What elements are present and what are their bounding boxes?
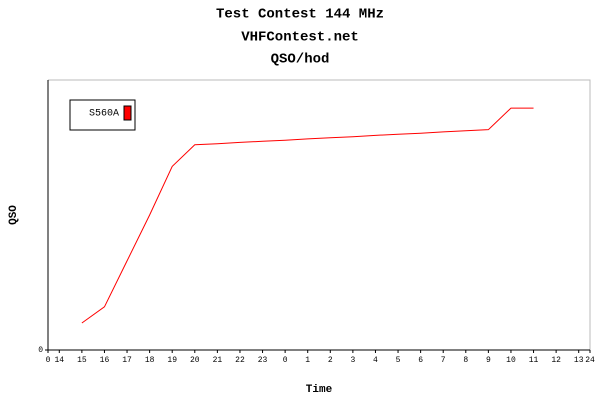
x-tick-label: 8 (463, 356, 468, 365)
x-tick-label: 6 (418, 356, 423, 365)
x-tick-label: 23 (258, 356, 268, 365)
x-tick-label: 1 (305, 356, 310, 365)
x-tick-label: 22 (235, 356, 245, 365)
x-tick-label: 7 (441, 356, 446, 365)
x-tick-label: 24 (585, 356, 595, 365)
x-tick-label: 3 (350, 356, 355, 365)
x-tick-label: 15 (77, 356, 87, 365)
x-tick-label: 5 (396, 356, 401, 365)
legend-swatch (123, 105, 132, 121)
x-tick-label: 2 (328, 356, 333, 365)
x-tick-label: 21 (213, 356, 223, 365)
x-axis-label: Time (306, 384, 333, 396)
x-tick-label: 20 (190, 356, 200, 365)
x-tick-label: 0 (46, 356, 51, 365)
x-tick-label: 10 (506, 356, 516, 365)
y-tick-label: 0 (38, 346, 43, 355)
y-axis-label: QSO (8, 205, 20, 225)
x-tick-label: 14 (54, 356, 64, 365)
legend-label: S560A (89, 109, 119, 120)
x-tick-label: 11 (529, 356, 539, 365)
x-tick-label: 4 (373, 356, 378, 365)
chart-subtitle: VHFContest.net (241, 30, 359, 46)
x-tick-label: 17 (122, 356, 132, 365)
chart-title: Test Contest 144 MHz (216, 7, 384, 23)
x-tick-label: 9 (486, 356, 491, 365)
x-tick-label: 19 (167, 356, 177, 365)
x-tick-label: 13 (574, 356, 584, 365)
x-tick-label: 16 (100, 356, 110, 365)
x-tick-label: 0 (283, 356, 288, 365)
x-tick-label: 18 (145, 356, 155, 365)
plot-frame (48, 79, 591, 350)
line-series (81, 107, 534, 324)
x-tick-label: 12 (551, 356, 561, 365)
chart-subtitle: QSO/hod (271, 52, 330, 68)
